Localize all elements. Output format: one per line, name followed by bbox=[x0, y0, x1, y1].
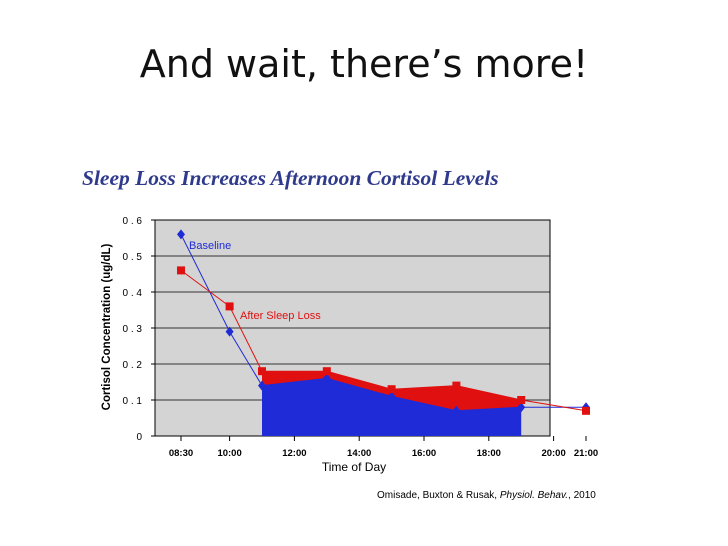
x-tick-label: 10:00 bbox=[217, 448, 241, 459]
data-point-baseline bbox=[177, 229, 185, 240]
data-point-after-sleep-loss bbox=[387, 385, 396, 394]
citation-journal: Physiol. Behav. bbox=[499, 490, 569, 501]
data-point-after-sleep-loss bbox=[452, 381, 461, 390]
x-tick-label: 21:00 bbox=[574, 448, 598, 459]
data-point-baseline bbox=[258, 380, 266, 391]
x-tick-label: 08:30 bbox=[169, 448, 193, 459]
x-tick-label: 14:00 bbox=[347, 448, 371, 459]
chart-title: Sleep Loss Increases Afternoon Cortisol … bbox=[82, 166, 499, 190]
citation-year: , 2010 bbox=[568, 490, 596, 501]
series-line bbox=[180, 269, 587, 412]
series-annotation: After Sleep Loss bbox=[240, 310, 321, 322]
data-point-baseline bbox=[225, 326, 234, 337]
y-tick-label: 0 . 2 bbox=[123, 360, 143, 371]
series-annotation: Baseline bbox=[189, 240, 231, 252]
data-point-after-sleep-loss bbox=[517, 396, 526, 404]
citation-authors: Omisade, Buxton & Rusak, bbox=[377, 490, 498, 501]
x-tick-label: 16:00 bbox=[412, 448, 436, 459]
data-point-after-sleep-loss bbox=[322, 367, 331, 376]
y-axis-label: Cortisol Concentration (ug/dL) bbox=[101, 243, 113, 410]
data-point-after-sleep-loss bbox=[582, 406, 590, 415]
data-point-baseline bbox=[517, 402, 526, 413]
data-point-after-sleep-loss bbox=[177, 266, 185, 275]
slide-title: And wait, there’s more! bbox=[139, 42, 589, 86]
data-point-after-sleep-loss bbox=[225, 302, 234, 311]
y-tick-label: 0 . 4 bbox=[123, 288, 143, 299]
x-tick-label: 20:00 bbox=[541, 448, 565, 459]
series-line bbox=[180, 234, 586, 412]
y-tick-label: 0 bbox=[136, 432, 142, 443]
y-tick-label: 0 . 3 bbox=[123, 324, 143, 335]
y-tick-label: 0 . 1 bbox=[123, 396, 143, 407]
data-point-baseline bbox=[452, 405, 461, 416]
data-point-baseline bbox=[387, 391, 396, 402]
data-point-after-sleep-loss bbox=[258, 367, 266, 376]
shaded-region-baseline bbox=[262, 378, 522, 436]
x-axis-label: Time of Day bbox=[322, 460, 386, 474]
y-tick-label: 0 . 5 bbox=[123, 252, 143, 263]
data-point-baseline bbox=[322, 373, 331, 384]
x-tick-label: 18:00 bbox=[477, 448, 501, 459]
y-tick-label: 0 . 6 bbox=[123, 216, 143, 227]
x-tick-label: 12:00 bbox=[282, 448, 306, 459]
citation: Omisade, Buxton & Rusak, Physiol. Behav.… bbox=[377, 490, 596, 501]
